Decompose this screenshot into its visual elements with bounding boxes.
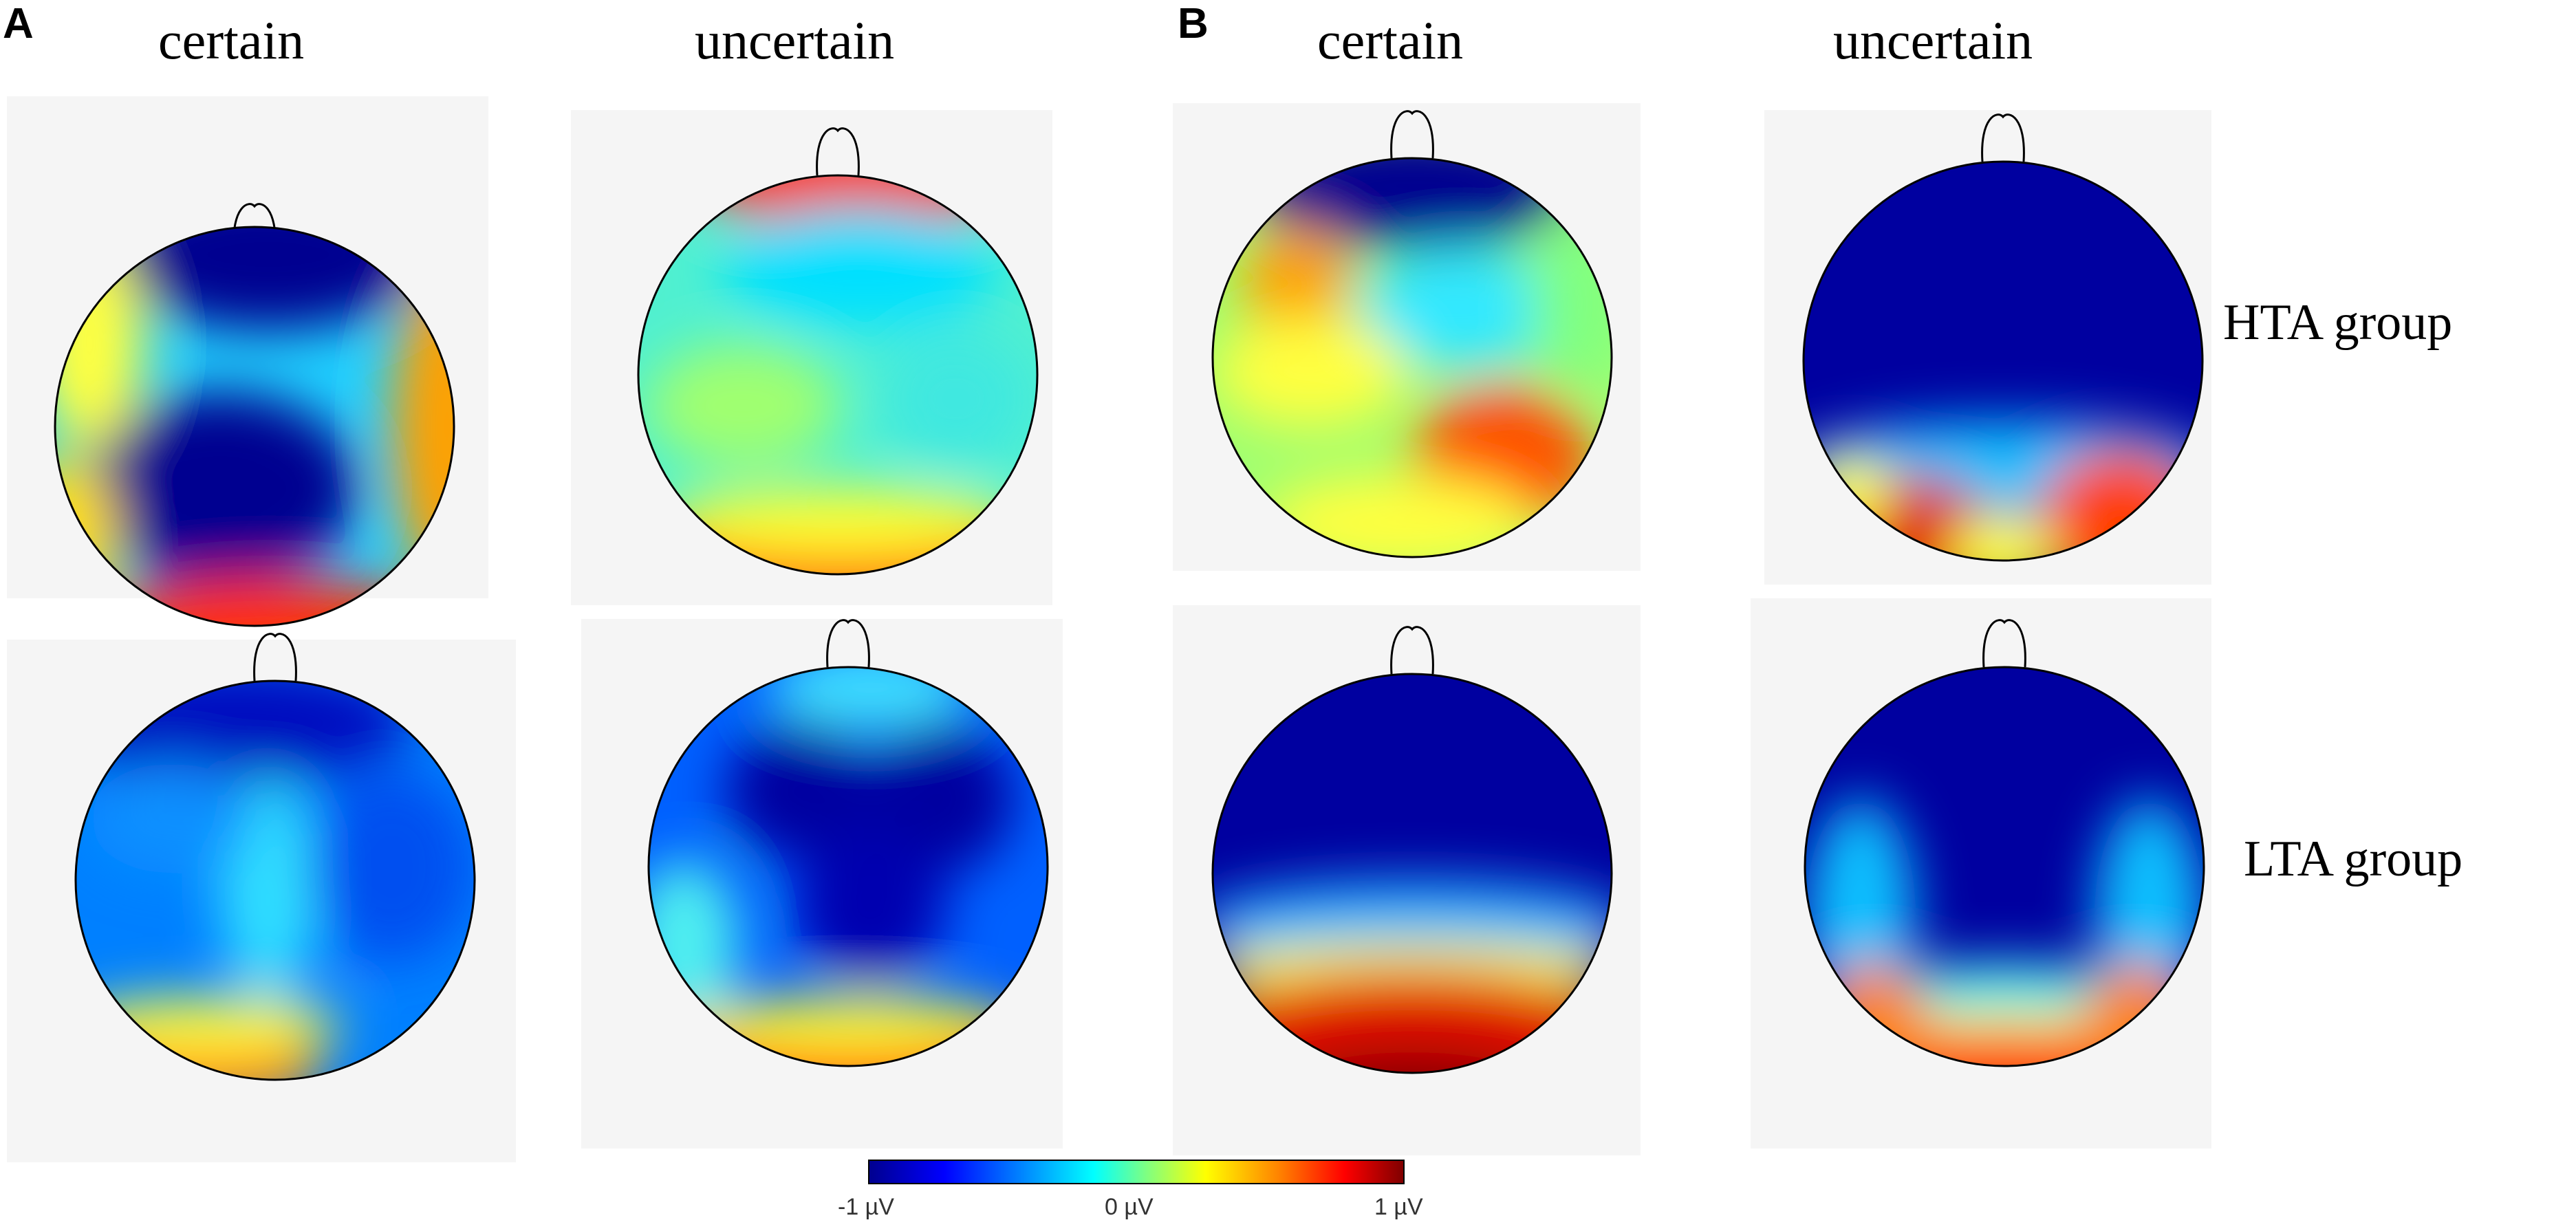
panel-a-col-title-uncertain: uncertain <box>695 10 895 70</box>
topomap-b-hta-certain <box>1173 103 1641 571</box>
colorbar <box>868 1160 1405 1184</box>
topomap-a-hta-uncertain <box>571 110 1052 605</box>
topomap-b-lta-certain <box>1173 605 1641 1155</box>
topomap-b-hta-uncertain <box>1764 110 2211 585</box>
colorbar-mid-label: 0 µV <box>1105 1194 1154 1220</box>
panel-b-col-title-certain: certain <box>1317 10 1464 70</box>
panel-b-letter: B <box>1178 0 1209 47</box>
panel-b-col-title-uncertain: uncertain <box>1833 10 2033 70</box>
row-label-lta: LTA group <box>2244 831 2463 887</box>
topomap-b-lta-uncertain <box>1751 598 2211 1149</box>
topomap-a-lta-uncertain <box>581 619 1063 1149</box>
row-label-hta: HTA group <box>2223 294 2453 351</box>
colorbar-max-label: 1 µV <box>1374 1194 1423 1220</box>
colorbar-min-label: -1 µV <box>838 1194 894 1220</box>
topomap-a-hta-certain <box>7 96 488 627</box>
topomap-a-lta-certain <box>7 633 516 1162</box>
panel-a-col-title-certain: certain <box>158 10 305 70</box>
panel-a-letter: A <box>3 0 34 47</box>
